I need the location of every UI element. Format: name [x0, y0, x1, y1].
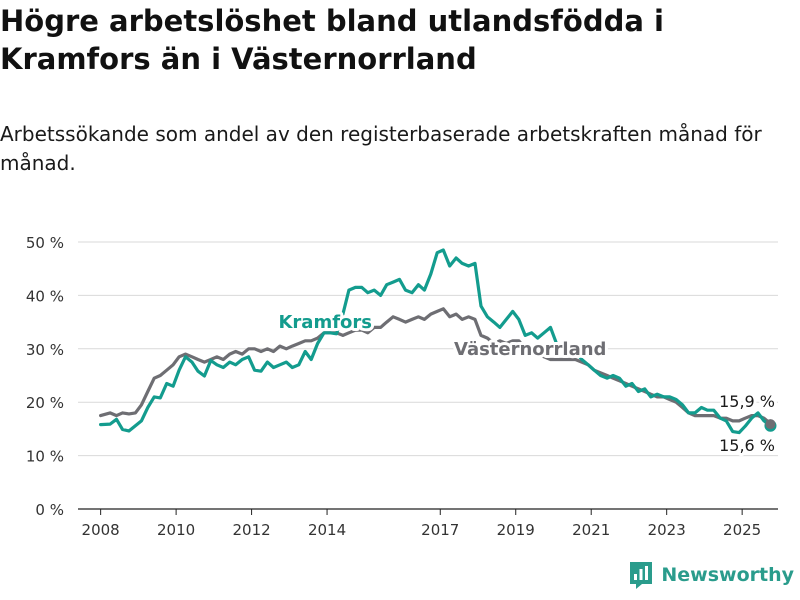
- end-value-vasternorrland-halo: 15,9 %: [719, 392, 775, 411]
- y-tick-label: 40 %: [26, 287, 64, 305]
- x-tick-label: 2019: [497, 521, 535, 539]
- brand-logo: Newsworthy: [628, 560, 794, 590]
- x-tick-label: 2014: [308, 521, 346, 539]
- x-axis: 2008 2010 2012 2014 2017 2019 2021 2023 2025: [82, 509, 761, 539]
- end-value-vasternorrland: 15,9 %: [719, 392, 775, 411]
- y-tick-label: 10 %: [26, 448, 64, 466]
- x-tick-label: 2017: [421, 521, 459, 539]
- y-axis-ticks: 0 % 10 % 20 % 30 % 40 % 50 %: [26, 234, 64, 519]
- y-tick-label: 0 %: [35, 501, 64, 519]
- gridlines: [78, 241, 778, 510]
- series-labels: KramforsKramforsVästernorrlandVästernorr…: [275, 309, 778, 458]
- x-tick-label: 2010: [157, 521, 195, 539]
- series-label-kramfors-halo: Kramfors: [278, 312, 372, 333]
- x-tick-label: 2021: [572, 521, 610, 539]
- end-value-kramfors: 15,6 %: [719, 436, 775, 455]
- chart-subtitle: Arbetssökande som andel av den registerb…: [0, 122, 762, 175]
- x-tick-label: 2012: [232, 521, 270, 539]
- series-label-kramfors: Kramfors: [278, 312, 372, 333]
- y-tick-label: 20 %: [26, 394, 64, 412]
- y-tick-label: 30 %: [26, 341, 64, 359]
- series-label-vasternorrland: Västernorrland: [454, 339, 606, 360]
- y-tick-label: 50 %: [26, 234, 64, 252]
- newsworthy-logo-icon: [630, 562, 653, 589]
- series-lines: [99, 248, 777, 435]
- x-tick-label: 2008: [82, 521, 120, 539]
- brand-name: Newsworthy: [661, 564, 794, 586]
- x-tick-label: 2025: [723, 521, 761, 539]
- x-tick-label: 2023: [648, 521, 686, 539]
- chart-title: Högre arbetslöshet bland utlandsfödda i …: [0, 4, 664, 76]
- end-point-vasternorrland: [765, 419, 776, 430]
- series-line-kramfors: [99, 248, 773, 435]
- series-line-vasternorrland: [99, 307, 773, 426]
- series-label-vasternorrland-halo: Västernorrland: [454, 339, 606, 360]
- end-value-kramfors-halo: 15,6 %: [719, 436, 775, 455]
